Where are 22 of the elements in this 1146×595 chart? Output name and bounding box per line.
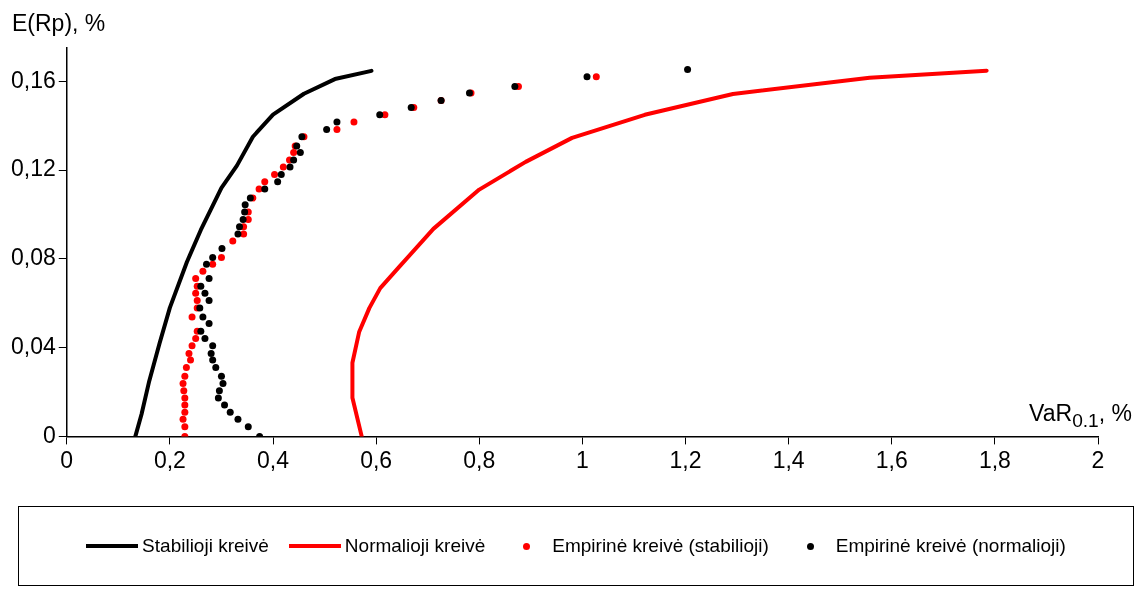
- y-tick-label: 0,08: [11, 244, 56, 271]
- x-tick-label: 1,4: [772, 446, 805, 473]
- x-axis-title: VaR$_{0.1}$, %: [1029, 400, 1132, 432]
- y-tick-label: 0: [42, 421, 56, 448]
- legend-label: Stabilioji kreivė: [142, 535, 269, 557]
- x-tick-label: 0,6: [360, 446, 393, 473]
- y-tick-label: 0,16: [11, 66, 56, 93]
- x-tick-label: 0: [60, 446, 74, 473]
- x-tick-label: 1,6: [875, 446, 908, 473]
- x-tick-label: 1,2: [669, 446, 702, 473]
- legend-label: Normalioji kreivė: [344, 535, 486, 557]
- y-axis-title: E(Rp), %: [12, 10, 106, 37]
- y-tick-label: 0,12: [11, 155, 56, 182]
- legend-label: Empirinė kreivė (stabilioji): [552, 535, 769, 557]
- x-tick-label: 0,2: [153, 446, 186, 473]
- x-tick-label: 0,4: [257, 446, 290, 473]
- y-tick-label: 0,04: [11, 332, 56, 359]
- x-tick-label: 0,8: [463, 446, 496, 473]
- x-tick-label: 1: [575, 446, 589, 473]
- legend-label: Empirinė kreivė (normalioji): [835, 535, 1066, 557]
- x-tick-label: 2: [1091, 446, 1105, 473]
- x-tick-label: 1,8: [978, 446, 1011, 473]
